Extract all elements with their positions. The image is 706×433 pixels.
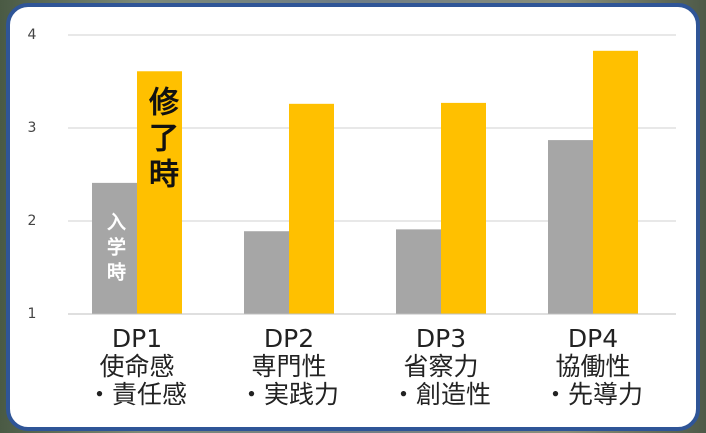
x-tick-label: ・先導力 [543,380,643,409]
x-tick-label: DP3 [416,324,466,353]
x-tick-label: DP4 [568,324,618,353]
legend-label: 修了時 [143,86,180,194]
bar [289,104,334,314]
y-tick-label: 4 [28,27,37,43]
x-tick-label: DP2 [264,324,314,353]
bar [441,103,486,314]
y-tick-label: 3 [28,120,37,136]
x-tick-label: 協働性 [555,352,630,381]
x-tick-label: DP1 [112,324,162,353]
x-tick-label: ・創造性 [391,380,491,409]
bar [593,51,638,314]
x-tick-label: 専門性 [251,352,326,381]
y-tick-label: 2 [28,213,37,229]
x-tick-label: 使命感 [99,352,174,381]
screen: 1 2 3 4 DP1使命感・責任感 DP2専門性・実践力 DP3省察力・創造性 DP4協働性… [0,0,706,433]
y-tick-label: 1 [28,306,37,322]
x-tick-label: 省察力 [403,352,478,381]
x-tick-label: ・責任感 [87,380,187,409]
bar [548,140,593,314]
legend-label: 入学時 [104,212,126,287]
bar [396,229,441,314]
bar [244,231,289,314]
chart: 1 2 3 4 DP1使命感・責任感 DP2専門性・実践力 DP3省察力・創造性 DP4協働性… [0,0,706,433]
x-tick-label: ・実践力 [239,380,339,409]
